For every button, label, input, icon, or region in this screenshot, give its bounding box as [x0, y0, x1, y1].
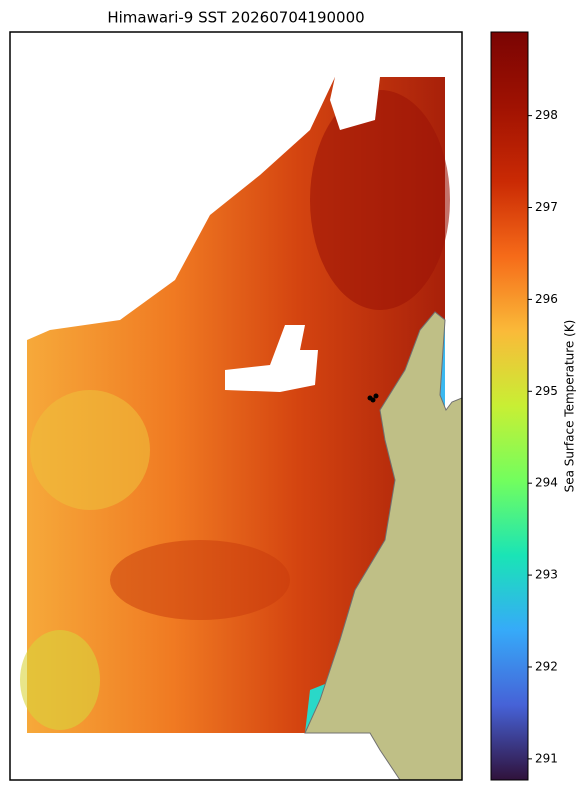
sst-patch — [310, 90, 450, 310]
colorbar-tick-label: 296 — [535, 292, 558, 306]
marker — [367, 395, 373, 401]
colorbar-tick-label: 297 — [535, 200, 558, 214]
colorbar-tick-label: 295 — [535, 384, 558, 398]
marker — [373, 393, 379, 399]
map-frame — [9, 31, 463, 781]
colorbar — [490, 31, 529, 781]
land — [304, 311, 462, 780]
colorbar-tick-label: 292 — [535, 659, 558, 673]
sst-patch — [30, 390, 150, 510]
map — [20, 77, 462, 780]
colorbar-tick-label: 294 — [535, 476, 558, 490]
colorbar-label: Sea Surface Temperature (K) — [563, 320, 577, 493]
colorbar-tick-label: 291 — [535, 751, 558, 765]
colorbar-tick-label: 298 — [535, 108, 558, 122]
chart-title: Himawari-9 SST 20260704190000 — [107, 9, 364, 27]
sst-patch — [110, 540, 290, 620]
cloud-mask — [225, 325, 318, 392]
cloud-mask — [330, 77, 380, 130]
colorbar-tick-label: 293 — [535, 568, 558, 582]
sst-patch — [20, 630, 100, 730]
